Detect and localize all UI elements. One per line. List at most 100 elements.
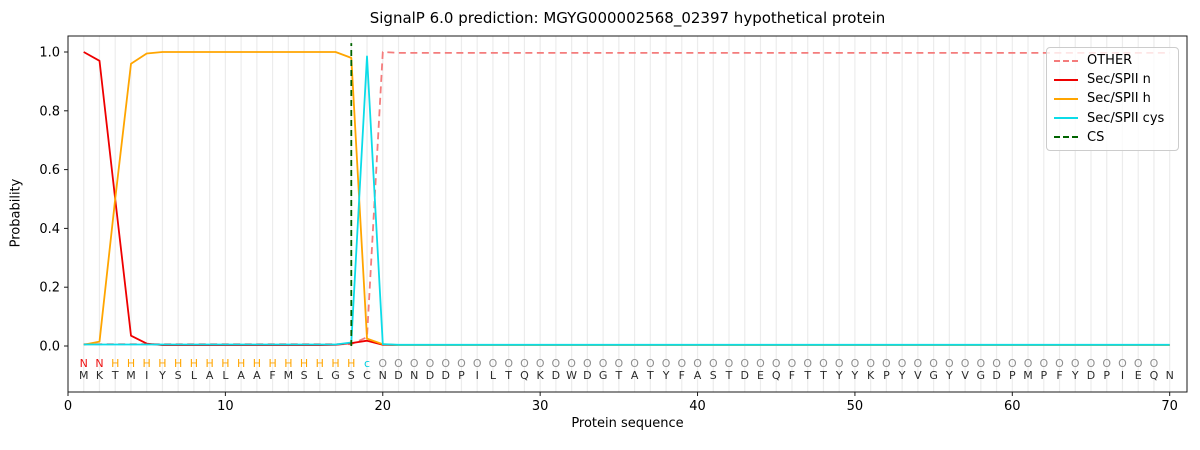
region-label: c <box>364 357 370 370</box>
region-label: O <box>1024 357 1033 370</box>
y-tick-label: 0.0 <box>39 340 60 355</box>
residue-letter: A <box>237 369 245 382</box>
legend-label: OTHER <box>1087 53 1133 69</box>
residue-letter: P <box>458 369 465 382</box>
residue-letter: D <box>394 369 402 382</box>
y-tick-label: 0.2 <box>39 281 60 296</box>
residue-letter: C <box>363 369 371 382</box>
region-label: O <box>851 357 860 370</box>
legend-label: Sec/SPII cys <box>1087 110 1165 126</box>
x-tick-label: 10 <box>217 399 234 414</box>
legend-label: CS <box>1087 129 1105 145</box>
region-label: O <box>630 357 639 370</box>
residue-letter: N <box>410 369 418 382</box>
residue-letter: D <box>992 369 1000 382</box>
region-label: O <box>504 357 513 370</box>
residue-letter: T <box>819 369 827 382</box>
residue-letter: Y <box>1071 369 1079 382</box>
residue-letter: S <box>301 369 308 382</box>
region-label: O <box>866 357 875 370</box>
legend-item-sec-spii-cys: Sec/SPII cys <box>1047 111 1178 126</box>
region-label: O <box>709 357 718 370</box>
region-label: O <box>992 357 1001 370</box>
residue-letter: D <box>552 369 560 382</box>
residue-letter: G <box>977 369 986 382</box>
x-tick-label: 70 <box>1161 399 1178 414</box>
residue-letter: L <box>222 369 229 382</box>
residue-letter: K <box>537 369 545 382</box>
residue-letter: D <box>426 369 434 382</box>
residue-letter: F <box>679 369 685 382</box>
x-tick-label: 60 <box>1004 399 1021 414</box>
residue-letter: P <box>1040 369 1047 382</box>
residue-letter: Y <box>835 369 843 382</box>
region-label: O <box>583 357 592 370</box>
residue-letter: A <box>631 369 639 382</box>
residue-letter: A <box>694 369 702 382</box>
x-axis-label: Protein sequence <box>571 416 684 431</box>
region-label: O <box>441 357 450 370</box>
region-label: O <box>882 357 891 370</box>
residue-letter: L <box>490 369 497 382</box>
region-label: O <box>976 357 985 370</box>
region-label: O <box>945 357 954 370</box>
x-tick-label: 30 <box>532 399 549 414</box>
residue-letter: F <box>269 369 275 382</box>
region-label: H <box>174 357 182 370</box>
region-label: O <box>1071 357 1080 370</box>
residue-letter: M <box>1023 369 1033 382</box>
region-label: H <box>158 357 166 370</box>
region-label: O <box>740 357 749 370</box>
region-label: O <box>1039 357 1048 370</box>
chart-title: SignalP 6.0 prediction: MGYG000002568_02… <box>369 9 886 27</box>
region-label: O <box>1118 357 1127 370</box>
region-label: O <box>1087 357 1096 370</box>
residue-letter: Y <box>158 369 166 382</box>
region-label: H <box>331 357 339 370</box>
region-label: O <box>819 357 828 370</box>
residue-letter: D <box>1087 369 1095 382</box>
region-label: O <box>1134 357 1143 370</box>
residue-letter: S <box>710 369 717 382</box>
series-line-Sec-SPII-n <box>83 51 1170 347</box>
region-label: O <box>489 357 498 370</box>
other-line-swatch-icon <box>1054 59 1078 62</box>
residue-letter: M <box>79 369 89 382</box>
y-tick-label: 1.0 <box>39 46 60 61</box>
residue-letter: W <box>566 369 577 382</box>
region-label: O <box>473 357 482 370</box>
region-label: H <box>111 357 119 370</box>
residue-letter: I <box>145 369 148 382</box>
residue-letter: A <box>206 369 214 382</box>
legend-item-cs: CS <box>1047 130 1178 145</box>
residue-letter: D <box>441 369 449 382</box>
sec-spii-h-line-swatch-icon <box>1054 97 1078 100</box>
residue-letter: Q <box>772 369 781 382</box>
region-label: H <box>206 357 214 370</box>
residue-letter: Y <box>945 369 953 382</box>
region-label: O <box>788 357 797 370</box>
region-label: O <box>693 357 702 370</box>
legend-label: Sec/SPII n <box>1087 72 1151 88</box>
region-label: O <box>615 357 624 370</box>
region-label: O <box>756 357 765 370</box>
residue-letter: Y <box>851 369 859 382</box>
region-label: O <box>725 357 734 370</box>
region-label: O <box>1008 357 1017 370</box>
axes-frame <box>67 35 1188 393</box>
residue-letter: I <box>1121 369 1124 382</box>
region-label: H <box>253 357 261 370</box>
region-label: H <box>190 357 198 370</box>
residue-letter: G <box>929 369 938 382</box>
region-label: O <box>803 357 812 370</box>
residue-letter: T <box>614 369 622 382</box>
legend-label: Sec/SPII h <box>1087 91 1151 107</box>
residue-letter: G <box>599 369 608 382</box>
cs-line-swatch-icon <box>1054 136 1078 139</box>
x-tick-label: 0 <box>64 399 72 414</box>
region-label: O <box>772 357 781 370</box>
legend-item-sec-spii-n: Sec/SPII n <box>1047 72 1178 87</box>
residue-letter: P <box>883 369 890 382</box>
legend-item-sec-spii-h: Sec/SPII h <box>1047 91 1178 106</box>
residue-letter: D <box>583 369 591 382</box>
